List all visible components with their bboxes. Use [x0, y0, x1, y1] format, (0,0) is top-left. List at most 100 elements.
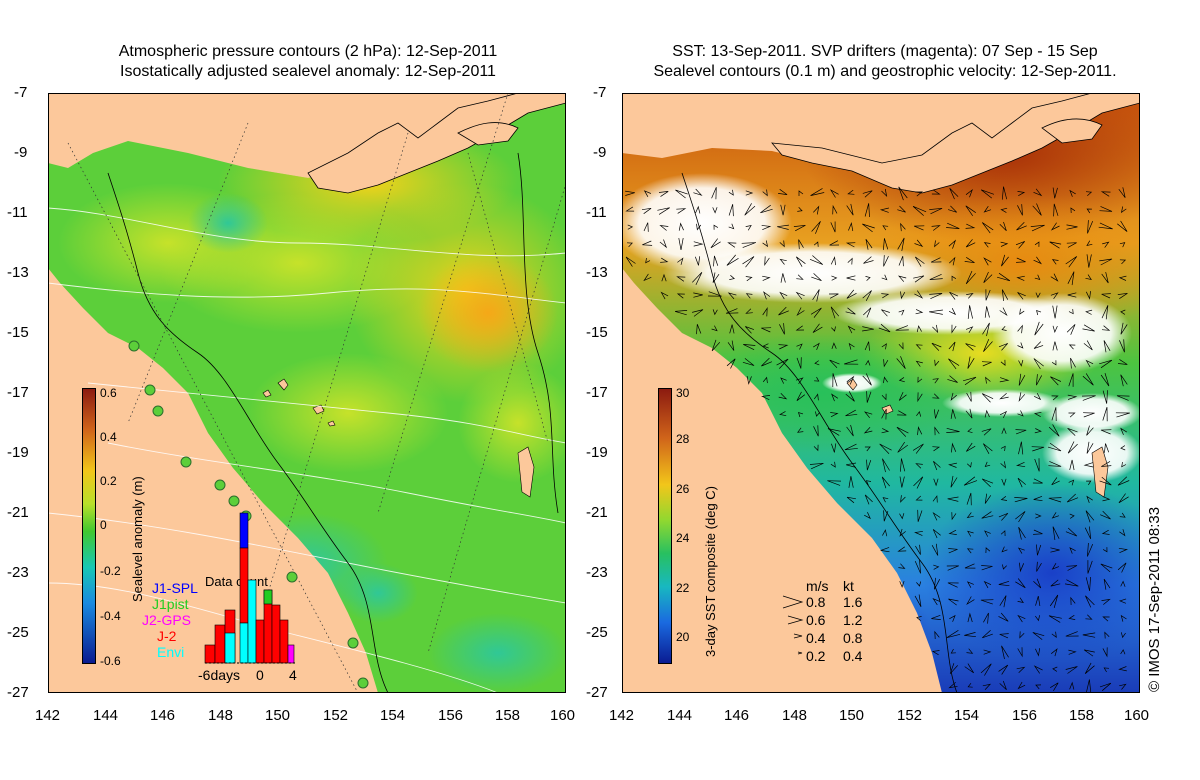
- velocity-arrow: [964, 257, 975, 264]
- velocity-arrow: [983, 338, 993, 352]
- velocity-arrow: [1050, 547, 1060, 553]
- velocity-header-ms: m/s: [806, 578, 829, 594]
- velocity-arrow: [847, 189, 855, 195]
- velocity-arrow: [1117, 476, 1130, 486]
- velocity-arrow: [1019, 631, 1025, 639]
- velocity-arrow: [965, 270, 976, 285]
- velocity-arrow: [830, 412, 839, 418]
- velocity-arrow: [677, 257, 684, 265]
- right-y-tick: -13: [586, 264, 608, 281]
- velocity-arrow: [779, 258, 787, 265]
- velocity-arrow: [811, 273, 822, 282]
- velocity-arrow: [797, 427, 804, 433]
- velocity-arrow: [966, 581, 974, 588]
- velocity-arrow: [761, 395, 771, 401]
- velocity-arrow: [915, 495, 923, 501]
- velocity-arrow: [760, 204, 773, 214]
- velocity-arrow: [1050, 682, 1059, 691]
- velocity-arrow: [1120, 309, 1126, 315]
- velocity-arrow: [1049, 594, 1059, 608]
- velocity-arrow: [949, 256, 956, 266]
- mission-label: J1-SPL: [152, 580, 198, 596]
- velocity-arrow: [1068, 479, 1075, 486]
- velocity-arrow: [1051, 395, 1059, 401]
- velocity-arrow: [1016, 257, 1026, 263]
- velocity-arrow: [1100, 191, 1111, 197]
- velocity-arrow: [883, 255, 889, 267]
- velocity-arrow: [983, 206, 992, 213]
- left-x-tick: 150: [265, 707, 291, 724]
- velocity-arrow: [1001, 546, 1008, 553]
- velocity-arrow: [1052, 325, 1058, 334]
- sst-cb-tick: 28: [676, 432, 690, 446]
- velocity-arrow: [1085, 595, 1095, 608]
- right-x-tick: 148: [782, 707, 808, 724]
- velocity-arrow: [779, 291, 788, 300]
- velocity-arrow: [882, 458, 890, 473]
- velocity-arrow: [1035, 513, 1042, 519]
- velocity-arrow: [931, 189, 941, 195]
- velocity-arrow: [1119, 529, 1126, 537]
- velocity-arrow: [1086, 254, 1092, 268]
- velocity-arrow: [915, 360, 923, 367]
- velocity-arrow: [1051, 407, 1057, 422]
- velocity-arrow: [1118, 666, 1127, 672]
- velocity-arrow: [862, 190, 873, 198]
- velocity-arrow: [660, 291, 669, 300]
- velocity-arrow: [946, 630, 961, 639]
- velocity-arrow: [932, 495, 938, 503]
- velocity-arrow: [1083, 340, 1093, 351]
- velocity-arrow: [676, 276, 686, 282]
- sst-cb-tick: 30: [676, 386, 690, 400]
- velocity-arrow: [929, 207, 943, 215]
- left-x-tick: 142: [35, 707, 61, 724]
- velocity-arrow: [809, 255, 824, 265]
- velocity-arrow: [1081, 395, 1096, 401]
- velocity-arrow: [947, 375, 958, 383]
- sla-cb-tick: 0: [100, 518, 107, 532]
- velocity-arrow: [1017, 410, 1024, 417]
- velocity-arrow: [1033, 358, 1044, 370]
- velocity-arrow: [693, 292, 703, 298]
- velocity-arrow: [1001, 326, 1007, 331]
- velocity-arrow: [1001, 186, 1008, 200]
- velocity-arrow: [914, 559, 921, 574]
- velocity-arrow: [967, 428, 973, 434]
- left-y-tick: -17: [7, 384, 29, 401]
- velocity-arrow: [916, 616, 922, 621]
- velocity-arrow: [864, 512, 871, 520]
- velocity-arrow: [827, 428, 841, 436]
- velocity-arrow: [1051, 563, 1060, 570]
- left-x-tick: 152: [323, 707, 349, 724]
- velocity-arrow: [814, 376, 820, 382]
- velocity-arrow: [929, 273, 943, 280]
- velocity-arrow: [848, 342, 855, 350]
- velocity-arrow: [998, 612, 1009, 622]
- velocity-arrow: [1068, 373, 1074, 387]
- velocity-arrow: [1033, 411, 1042, 418]
- velocity-arrow: [728, 204, 734, 217]
- velocity-arrow: [745, 190, 754, 196]
- velocity-arrow: [898, 186, 908, 201]
- velocity-arrow: [1014, 497, 1028, 503]
- velocity-arrow: [846, 275, 856, 281]
- velocity-arrow: [931, 543, 939, 556]
- right-x-tick: 150: [839, 707, 865, 724]
- velocity-arrow: [676, 208, 687, 214]
- velocity-arrow: [810, 188, 825, 196]
- right-y-tick: -11: [586, 204, 607, 221]
- left-x-tick: 160: [550, 707, 576, 724]
- velocity-arrow: [1100, 372, 1110, 387]
- velocity-arrow: [933, 478, 939, 487]
- velocity-arrow: [848, 221, 854, 232]
- velocity-arrow: [934, 240, 940, 248]
- velocity-arrow: [780, 204, 786, 216]
- velocity-arrow: [879, 443, 892, 454]
- velocity-arrow: [933, 461, 941, 471]
- velocity-arrow: [982, 683, 992, 690]
- velocity-arrow: [1101, 529, 1110, 535]
- mission-label: J2-GPS: [142, 612, 192, 628]
- velocity-arrow: [813, 241, 819, 247]
- velocity-arrow: [1051, 477, 1060, 486]
- velocity-arrow: [1100, 510, 1111, 520]
